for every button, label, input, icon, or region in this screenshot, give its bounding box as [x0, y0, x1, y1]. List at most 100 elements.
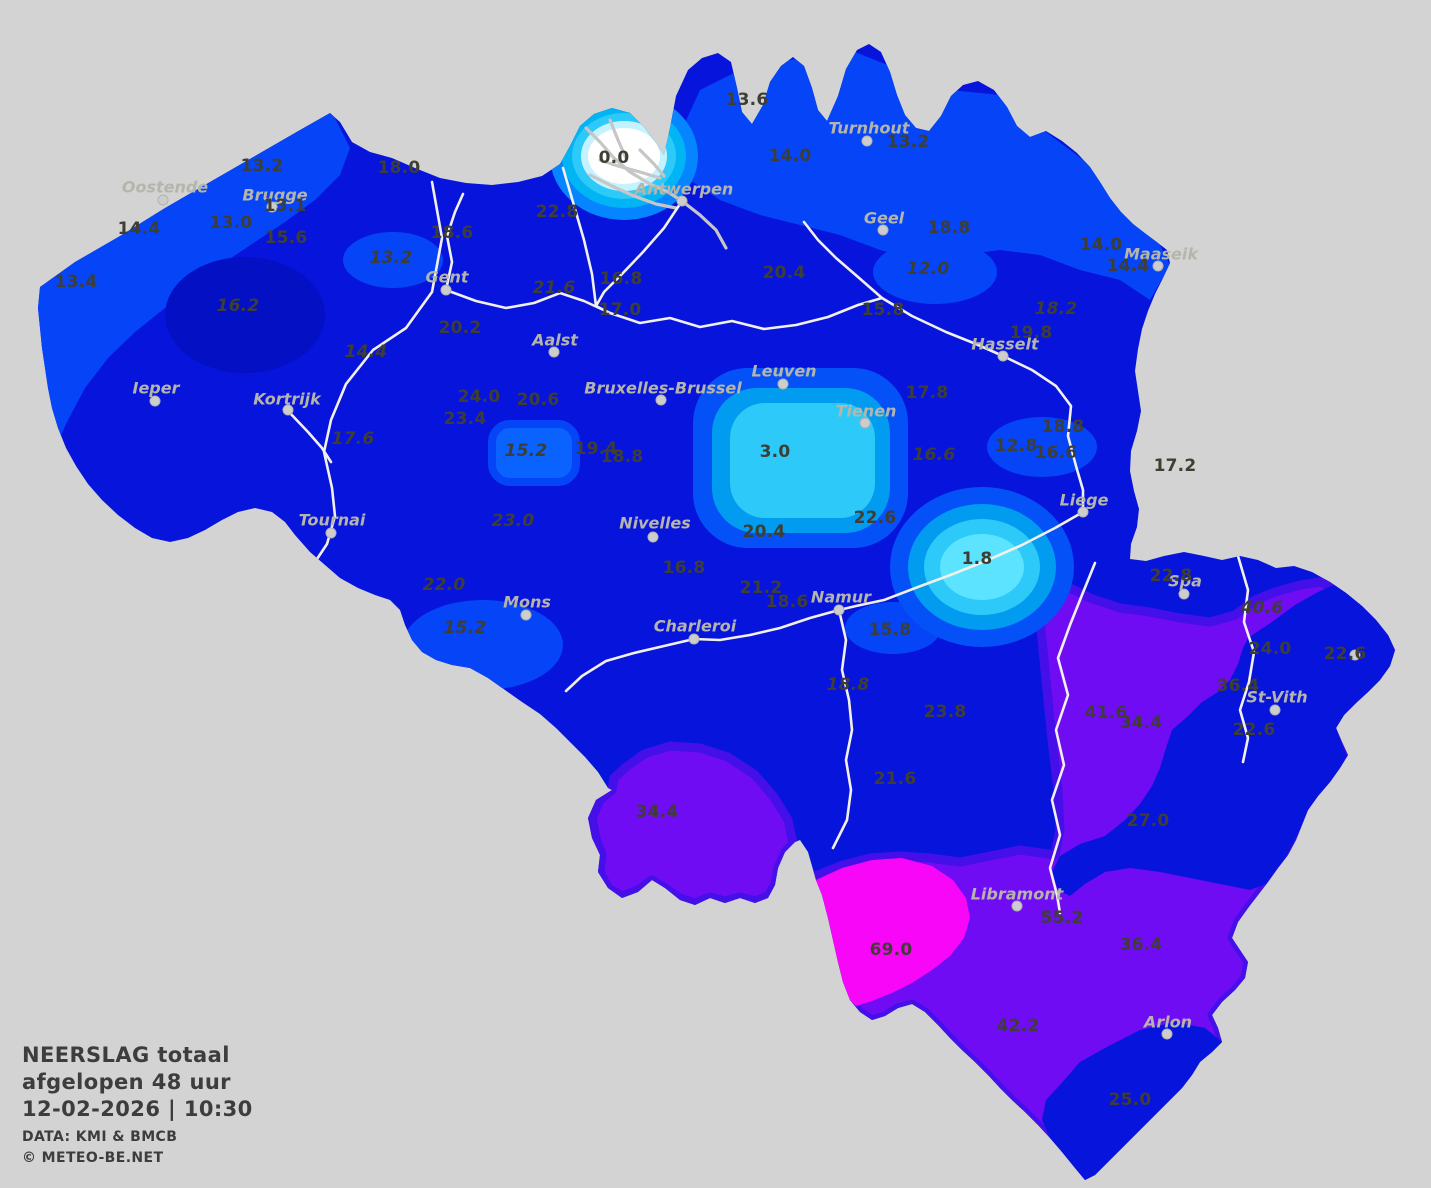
city-dot — [266, 201, 278, 213]
station-value: 22.6 — [1323, 644, 1367, 664]
station-value: 13.2 — [369, 248, 413, 268]
station-value: 3.0 — [759, 442, 791, 462]
station-value: 18.8 — [927, 218, 971, 238]
city-dot — [440, 284, 452, 296]
city-label: Charleroi — [653, 616, 737, 636]
station-value: 20.4 — [742, 522, 786, 542]
city-label: Turnhout — [828, 118, 910, 138]
city-dot — [1161, 1028, 1173, 1040]
port-roads — [584, 118, 728, 250]
station-value: 15.2 — [443, 618, 487, 638]
station-value: 19.8 — [1009, 323, 1053, 343]
region-blue-pocket-arlon — [1042, 1022, 1222, 1180]
station-value: 22.0 — [422, 575, 466, 595]
station-value: 16.6 — [912, 445, 956, 465]
station-value: 21.6 — [873, 769, 917, 789]
city-dot — [647, 531, 659, 543]
city-dot — [688, 633, 700, 645]
station-value: 18.8 — [600, 447, 644, 467]
station-value: 18.6 — [765, 592, 809, 612]
station-value: 27.0 — [1126, 811, 1170, 831]
station-value: 19.4 — [574, 439, 618, 459]
station-value: 22.8 — [535, 202, 579, 222]
city-dot — [1269, 704, 1281, 716]
city-dot — [833, 604, 845, 616]
city-label: Ieper — [132, 378, 180, 398]
city-label: Maaseik — [1123, 244, 1199, 264]
city-label: Aalst — [532, 330, 578, 350]
city-dot — [1011, 900, 1023, 912]
province-borders — [287, 166, 1256, 915]
city-dot — [859, 417, 871, 429]
city-dot — [676, 195, 688, 207]
city-dot — [325, 527, 337, 539]
station-value: 17.6 — [331, 429, 375, 449]
city-label: St-Vith — [1246, 687, 1308, 707]
city-label: Bruxelles-Brussel — [584, 378, 742, 398]
station-value: 1.8 — [961, 549, 993, 569]
city-label: Brugge — [242, 185, 308, 205]
city-label: Mons — [503, 592, 551, 612]
station-value: 21.6 — [532, 278, 576, 298]
city-label: Liege — [1059, 490, 1109, 510]
station-value: 22.6 — [1232, 720, 1276, 740]
station-value: 14.4 — [344, 342, 388, 362]
map-title-datetime: 12-02-2026 | 10:30 — [22, 1097, 253, 1121]
city-label: Tienen — [835, 401, 897, 421]
station-value: 25.0 — [1108, 1090, 1152, 1110]
city-label: Nivelles — [619, 513, 691, 533]
station-value: 13.4 — [54, 272, 98, 292]
city-dot — [149, 395, 161, 407]
station-value: 17.2 — [1153, 456, 1197, 476]
station-value: 18.6 — [430, 223, 474, 243]
station-value: 0.0 — [598, 148, 630, 168]
station-value: 15.2 — [504, 441, 548, 461]
station-value: 16.6 — [1034, 443, 1078, 463]
station-value: 17.8 — [905, 383, 949, 403]
city-dot — [877, 224, 889, 236]
city-label: Kortrijk — [253, 389, 321, 409]
city-label: Hasselt — [971, 334, 1039, 354]
station-value: 15.8 — [861, 300, 905, 320]
region-magenta-max — [816, 858, 970, 1006]
city-dot — [548, 346, 560, 358]
station-value: 16.8 — [662, 558, 706, 578]
station-value: 34.4 — [1119, 713, 1163, 733]
station-value: 36.4 — [1216, 676, 1260, 696]
station-value: 55.2 — [1040, 908, 1084, 928]
caption-block: NEERSLAG totaal afgelopen 48 uur 12-02-2… — [22, 1042, 253, 1169]
station-value: 13.1 — [263, 196, 307, 216]
patch-13-2 — [343, 232, 443, 288]
city-label: Geel — [863, 208, 905, 228]
station-value: 23.4 — [443, 409, 487, 429]
station-value: 21.2 — [739, 578, 783, 598]
station-value: 24.0 — [457, 387, 501, 407]
station-value: 18.0 — [377, 158, 421, 178]
station-value: 18.2 — [1034, 299, 1078, 319]
city-dot — [777, 378, 789, 390]
city-dot — [282, 404, 294, 416]
city-dot — [861, 135, 873, 147]
station-value: 42.2 — [996, 1016, 1040, 1036]
city-dot — [1349, 649, 1361, 661]
station-value: 15.8 — [868, 620, 912, 640]
station-value: 14.4 — [117, 219, 161, 239]
city-dot — [997, 350, 1009, 362]
station-value: 13.6 — [725, 90, 769, 110]
station-value: 13.0 — [209, 213, 253, 233]
city-label: Antwerpen — [634, 179, 734, 199]
station-value: 34.4 — [635, 802, 679, 822]
region-kempen-light — [640, 50, 1170, 300]
patch-15-2-brabant — [488, 420, 580, 486]
map-title-line2: afgelopen 48 uur — [22, 1070, 231, 1094]
station-value: 13.2 — [240, 156, 284, 176]
station-value: 18.8 — [826, 675, 870, 695]
station-value: 23.8 — [923, 702, 967, 722]
station-value: 17.0 — [598, 300, 642, 320]
region-purple-botte — [587, 741, 798, 908]
station-value: 20.4 — [762, 263, 806, 283]
station-value: 24.0 — [1248, 639, 1292, 659]
station-value: 12.0 — [906, 259, 950, 279]
